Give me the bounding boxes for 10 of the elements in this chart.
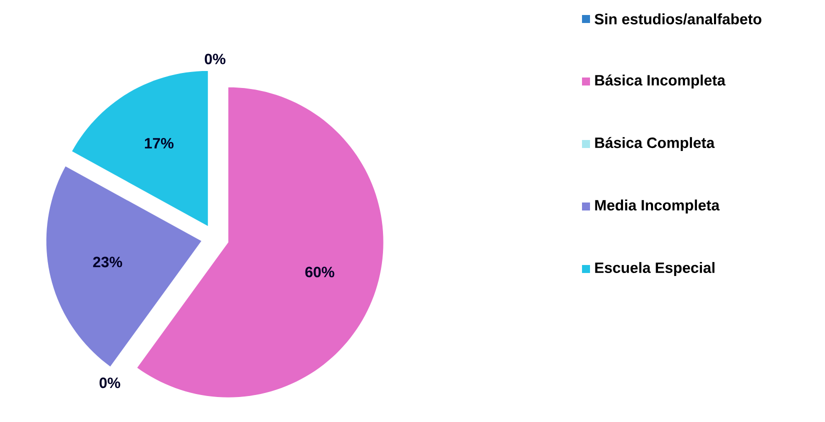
- legend-label: Básica Completa: [595, 136, 715, 152]
- legend-label: Media Incompleta: [595, 200, 720, 214]
- legend-label: Sin estudios/analfabeto: [594, 13, 762, 25]
- data-label: 23%: [93, 256, 122, 268]
- legend-label: Escuela Especial: [595, 262, 714, 276]
- text: 0%: [100, 378, 120, 388]
- data-label: 60%: [305, 266, 334, 278]
- legend-label: Básica Incompleta: [595, 74, 726, 89]
- text: 0%: [204, 54, 226, 64]
- data-label: 17%: [144, 138, 174, 148]
